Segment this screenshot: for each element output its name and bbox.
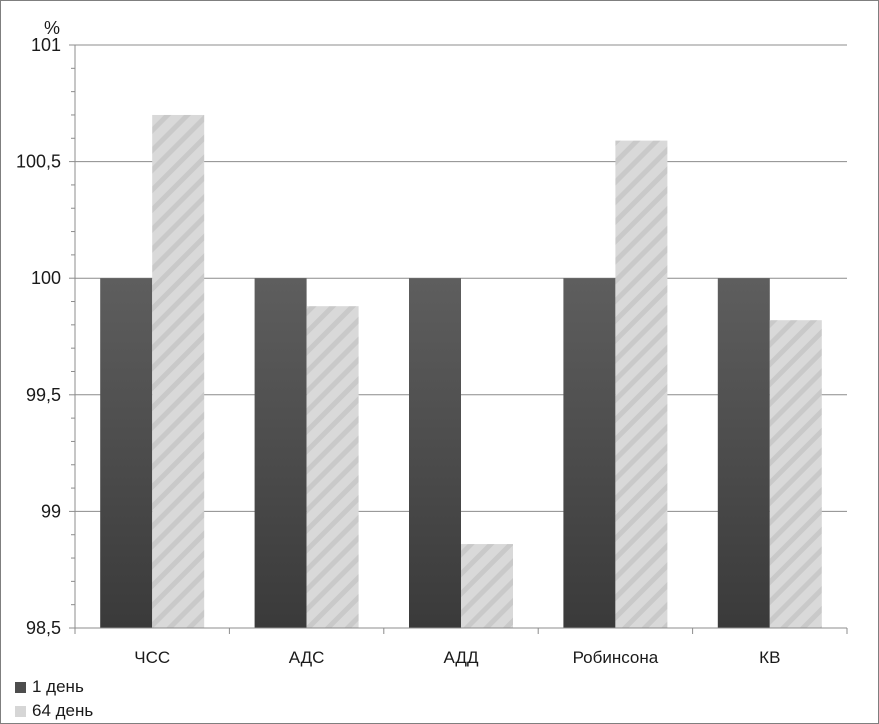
bar-2-3 (461, 544, 513, 628)
y-tick-label: 100,5 (16, 152, 61, 172)
x-tick-label: АДС (289, 648, 325, 667)
bar-2-5 (769, 320, 822, 628)
x-tick-label: ЧСС (134, 648, 170, 667)
bar-1-2 (254, 278, 307, 628)
axes (69, 44, 848, 634)
x-tick-labels: ЧСС АДС АДД Робинсона КВ (134, 648, 780, 667)
legend-label-2: 64 день (32, 701, 94, 720)
y-axis-unit: % (44, 18, 60, 38)
legend-label-1: 1 день (32, 677, 84, 696)
legend-swatch-1 (15, 681, 26, 693)
bar-1-3 (409, 278, 461, 628)
legend-swatch-2 (15, 705, 26, 717)
y-tick-label: 99,5 (26, 385, 61, 405)
y-tick-label: 98,5 (26, 618, 61, 638)
bar-1-1 (100, 278, 153, 628)
x-tick-label: Робинсона (573, 648, 659, 667)
bar-2-4 (615, 140, 668, 628)
x-tick-label: КВ (759, 648, 780, 667)
bar-2-2 (306, 306, 359, 628)
y-tick-label: 99 (41, 501, 61, 521)
legend: 1 день 64 день (15, 675, 93, 723)
y-tick-labels: 98,5 99 99,5 100 100,5 101 (16, 35, 61, 638)
bar-2-1 (152, 114, 205, 628)
legend-item-1: 1 день (15, 675, 93, 699)
y-tick-label: 100 (31, 268, 61, 288)
y-tick-label: 101 (31, 35, 61, 55)
bars (100, 114, 822, 628)
legend-item-2: 64 день (15, 699, 93, 723)
x-tick-label: АДД (444, 648, 479, 667)
bar-1-4 (563, 278, 616, 628)
bar-1-5 (717, 278, 770, 628)
